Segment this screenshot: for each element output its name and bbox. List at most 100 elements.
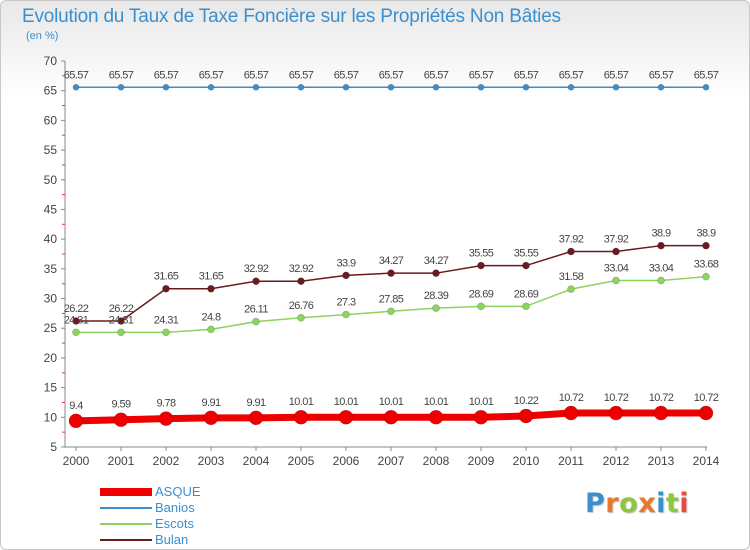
data-point-asque — [293, 409, 309, 425]
y-tick-label: 50 — [44, 173, 58, 187]
x-tick-label: 2010 — [513, 454, 540, 468]
data-point-banios — [477, 84, 485, 91]
legend-label: ASQUE — [155, 484, 201, 499]
data-label-banios: 65.57 — [289, 69, 314, 81]
data-label-escots: 24.31 — [154, 314, 179, 326]
data-label-escots: 24.31 — [64, 314, 89, 326]
data-label-bulan: 31.65 — [199, 271, 224, 283]
data-point-banios — [297, 84, 305, 91]
chart-subtitle: (en %) — [26, 30, 59, 42]
x-tick-label: 2002 — [153, 454, 180, 468]
data-label-banios: 65.57 — [514, 69, 539, 81]
data-label-escots: 33.68 — [694, 259, 719, 271]
data-point-banios — [342, 84, 350, 91]
data-point-escots — [657, 276, 665, 285]
data-label-banios: 65.57 — [694, 69, 719, 81]
legend-label: Escots — [155, 516, 195, 531]
data-label-asque: 10.72 — [604, 392, 629, 404]
y-tick-label: 65 — [44, 84, 58, 98]
y-tick-label: 60 — [44, 113, 58, 127]
data-label-banios: 65.57 — [424, 69, 449, 81]
data-point-bulan — [612, 247, 620, 256]
data-label-banios: 65.57 — [109, 69, 134, 81]
data-point-bulan — [432, 269, 440, 277]
data-label-bulan: 32.92 — [289, 263, 314, 275]
data-point-asque — [563, 405, 579, 421]
data-label-bulan: 37.92 — [559, 234, 584, 246]
data-label-escots: 33.04 — [604, 262, 629, 274]
x-tick-label: 2006 — [333, 454, 360, 468]
data-label-asque: 10.22 — [514, 395, 539, 407]
data-point-asque — [698, 405, 714, 421]
data-label-banios: 65.57 — [379, 69, 404, 81]
legend-swatch — [100, 539, 152, 541]
x-tick-label: 2003 — [198, 454, 225, 468]
logo-letter: t — [665, 488, 680, 519]
x-tick-label: 2000 — [63, 454, 90, 468]
data-label-asque: 9.78 — [156, 398, 175, 410]
data-point-banios — [387, 84, 395, 91]
data-point-banios — [117, 84, 125, 91]
logo-letter: o — [619, 488, 639, 519]
logo-letter: i — [656, 488, 666, 519]
x-tick-label: 2001 — [108, 454, 135, 468]
data-point-bulan — [522, 261, 530, 270]
y-tick-label: 15 — [44, 381, 58, 395]
data-label-bulan: 32.92 — [244, 263, 269, 275]
data-point-escots — [522, 302, 530, 311]
data-label-escots: 33.04 — [649, 262, 674, 274]
y-tick-label: 20 — [44, 351, 58, 365]
legend-swatch — [100, 523, 152, 525]
data-point-bulan — [657, 241, 665, 250]
chart-title: Evolution du Taux de Taxe Foncière sur l… — [22, 6, 561, 27]
data-label-banios: 65.57 — [334, 69, 359, 81]
data-label-asque: 10.01 — [289, 396, 314, 408]
data-label-escots: 27.85 — [379, 293, 404, 305]
data-label-banios: 65.57 — [199, 69, 224, 81]
x-tick-label: 2012 — [603, 454, 630, 468]
data-label-banios: 65.57 — [604, 69, 629, 81]
data-point-banios — [702, 84, 710, 91]
data-label-asque: 9.91 — [246, 397, 265, 409]
data-point-bulan — [702, 241, 710, 250]
legend-swatch — [100, 488, 152, 496]
data-point-bulan — [162, 284, 170, 293]
x-tick-label: 2014 — [693, 454, 720, 468]
data-label-banios: 65.57 — [559, 69, 584, 81]
data-label-bulan: 34.27 — [424, 255, 449, 267]
data-point-bulan — [252, 277, 260, 285]
data-point-bulan — [72, 317, 80, 325]
data-point-asque — [68, 413, 84, 429]
data-point-banios — [522, 84, 530, 91]
data-point-bulan — [342, 271, 350, 280]
data-point-asque — [338, 409, 354, 425]
data-label-escots: 26.76 — [289, 300, 314, 312]
data-label-banios: 65.57 — [469, 69, 494, 81]
y-tick-label: 30 — [44, 292, 58, 306]
data-label-banios: 65.57 — [649, 69, 674, 81]
data-label-asque: 10.01 — [469, 396, 494, 408]
data-point-bulan — [387, 269, 395, 277]
logo-letter: r — [605, 488, 620, 519]
data-label-bulan: 34.27 — [379, 255, 404, 267]
data-point-asque — [383, 409, 399, 425]
data-point-escots — [567, 285, 575, 293]
data-label-escots: 28.39 — [424, 290, 449, 302]
data-point-asque — [428, 409, 444, 425]
data-label-asque: 9.91 — [201, 397, 220, 409]
y-tick-label: 35 — [44, 262, 58, 276]
data-point-banios — [72, 84, 80, 91]
data-point-asque — [158, 411, 174, 426]
y-tick-label: 40 — [44, 232, 58, 246]
data-label-escots: 31.58 — [559, 271, 584, 283]
data-label-bulan: 38.9 — [651, 228, 670, 240]
data-point-asque — [248, 410, 264, 426]
data-label-asque: 10.01 — [379, 396, 404, 408]
data-point-escots — [297, 313, 305, 322]
data-point-escots — [432, 304, 440, 312]
data-label-bulan: 35.55 — [469, 248, 494, 260]
x-tick-label: 2008 — [423, 454, 450, 468]
data-point-asque — [203, 410, 219, 426]
data-label-asque: 10.72 — [694, 392, 719, 404]
x-tick-label: 2011 — [558, 454, 584, 468]
